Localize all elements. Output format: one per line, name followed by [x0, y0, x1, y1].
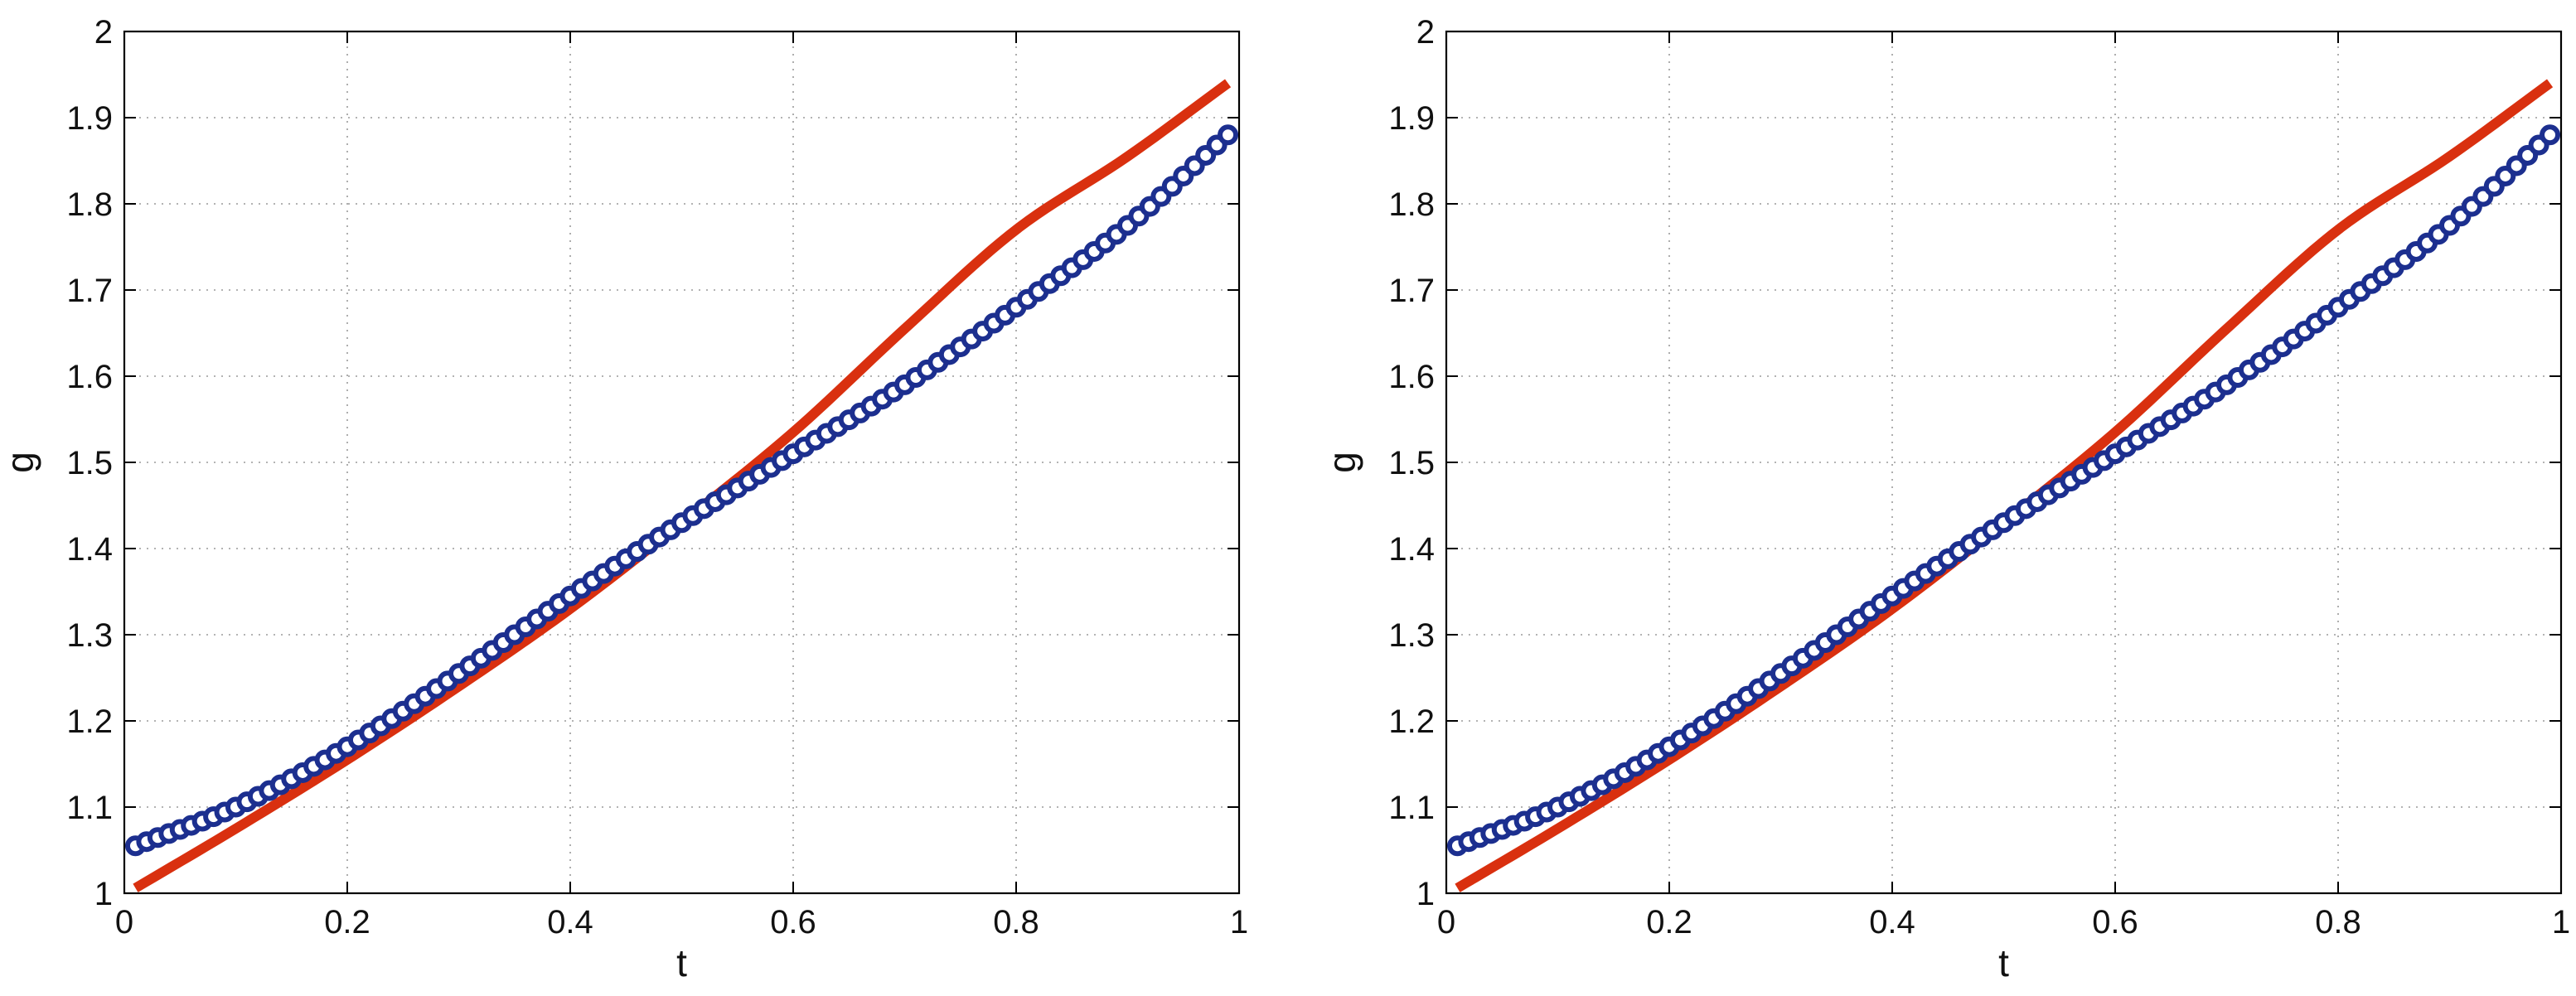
x-tick-label: 0.4 — [547, 904, 593, 940]
x-axis-label: t — [1998, 941, 2009, 984]
y-tick-label: 2 — [1416, 14, 1435, 51]
y-tick-label: 1.8 — [1388, 186, 1435, 223]
y-tick-label: 1.8 — [66, 186, 113, 223]
y-axis-label: g — [1320, 452, 1363, 473]
y-tick-label: 1.7 — [66, 273, 113, 309]
y-tick-label: 1 — [94, 876, 113, 912]
x-tick-label: 0 — [1437, 904, 1455, 940]
y-tick-label: 1.4 — [66, 531, 113, 568]
y-tick-label: 1.6 — [1388, 359, 1435, 395]
y-tick-label: 1.2 — [66, 703, 113, 740]
y-tick-label: 1.5 — [1388, 445, 1435, 481]
x-tick-label: 1 — [2552, 904, 2570, 940]
y-axis-label: g — [0, 452, 41, 473]
x-tick-label: 0.4 — [1869, 904, 1915, 940]
chart-panel-left: 0 0.2 0.4 0.6 0.8 1 1 1.1 1.2 1.3 1.4 1.5 1.6 1.7 1.8 1… — [0, 14, 1248, 984]
x-tick-label: 0 — [115, 904, 133, 940]
x-tick-label: 0.2 — [1646, 904, 1692, 940]
plot-frame — [1445, 30, 2563, 895]
y-tick-label: 1.7 — [1388, 273, 1435, 309]
x-tick-label: 1 — [1230, 904, 1248, 940]
x-tick-label: 0.6 — [770, 904, 816, 940]
y-tick-label: 1.9 — [1388, 100, 1435, 137]
data-point-approx — [2540, 124, 2561, 146]
y-tick-label: 1.1 — [1388, 790, 1435, 826]
y-tick-label: 1.2 — [1388, 703, 1435, 740]
x-tick-label: 0.2 — [324, 904, 370, 940]
x-tick-label: 0.6 — [2092, 904, 2138, 940]
data-point-approx — [1218, 124, 1239, 146]
y-tick-label: 1.3 — [1388, 617, 1435, 654]
plot-area — [124, 31, 1239, 893]
x-tick-label: 0.8 — [2315, 904, 2361, 940]
y-tick-label: 1.1 — [66, 790, 113, 826]
y-tick-label: 1.4 — [1388, 531, 1435, 568]
y-tick-label: 1 — [1416, 876, 1435, 912]
chart-panel-right: 0 0.2 0.4 0.6 0.8 1 1 1.1 1.2 1.3 1.4 1.5 1.6 1.7 1.8 1… — [1320, 14, 2570, 984]
x-axis-label: t — [676, 941, 687, 984]
y-tick-label: 1.6 — [66, 359, 113, 395]
x-tick-label: 0.8 — [993, 904, 1039, 940]
y-tick-label: 2 — [94, 14, 113, 51]
plot-frame — [123, 30, 1241, 895]
y-tick-label: 1.5 — [66, 445, 113, 481]
series-markers-approx — [124, 124, 1239, 857]
series-markers-approx — [1446, 124, 2561, 857]
y-tick-label: 1.3 — [66, 617, 113, 654]
y-tick-label: 1.9 — [66, 100, 113, 137]
plot-area — [1446, 31, 2561, 893]
